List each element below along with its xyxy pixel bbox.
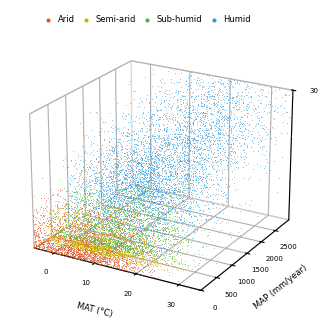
X-axis label: MAT (°C): MAT (°C)	[76, 301, 114, 319]
Legend: Arid, Semi-arid, Sub-humid, Humid: Arid, Semi-arid, Sub-humid, Humid	[36, 12, 254, 28]
Y-axis label: MAP (mm/year): MAP (mm/year)	[252, 264, 309, 311]
